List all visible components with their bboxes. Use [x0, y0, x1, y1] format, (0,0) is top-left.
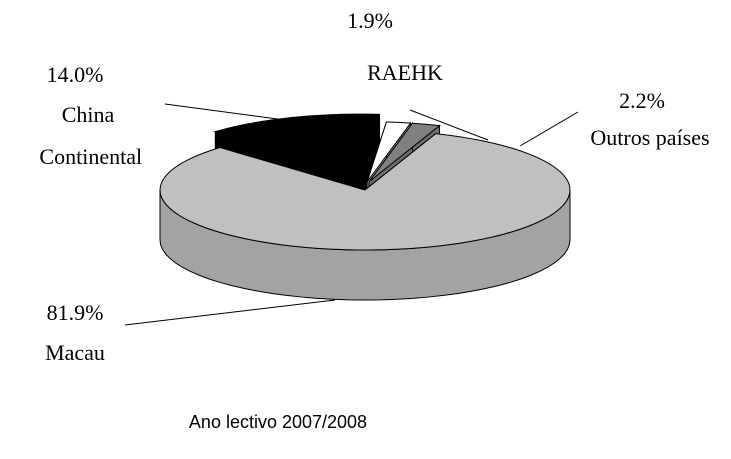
- data-label: 1.9%: [347, 8, 393, 33]
- category-label: Outros países: [590, 125, 709, 150]
- data-label: 81.9%: [47, 300, 104, 325]
- caption: Ano lectivo 2007/2008: [189, 412, 367, 432]
- pie: [159, 113, 571, 301]
- leader-line: [164, 103, 361, 131]
- slice: [366, 121, 412, 182]
- data-label: 14.0%: [47, 62, 104, 87]
- slice: [159, 133, 571, 251]
- slice: [213, 113, 381, 175]
- leader-line: [124, 299, 336, 326]
- category-label: China Continental: [34, 102, 142, 169]
- leader-line: [519, 111, 579, 147]
- category-label: RAEHK: [367, 60, 443, 85]
- leader-line: [409, 109, 489, 141]
- category-label: Macau: [45, 340, 105, 365]
- data-label: 2.2%: [619, 88, 665, 113]
- slice: [368, 122, 441, 183]
